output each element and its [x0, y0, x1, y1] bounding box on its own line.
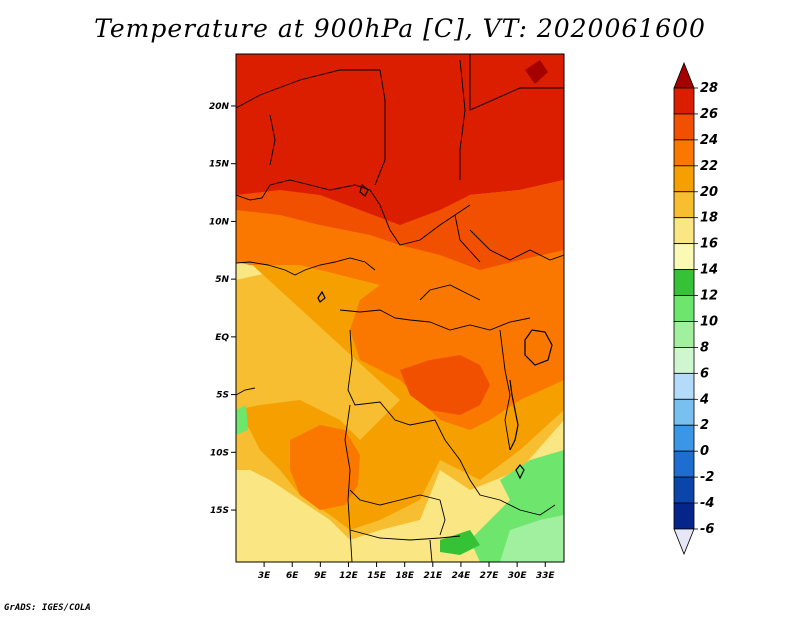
lat-tick-label: 20N — [209, 102, 230, 112]
colorbar-box — [673, 87, 695, 115]
colorbar-box — [673, 295, 695, 322]
lon-tick-label: 27E — [480, 571, 500, 581]
map-frame — [235, 53, 565, 563]
lon-tick-label: 6E — [286, 571, 299, 581]
colorbar-label: 6 — [700, 366, 709, 381]
colorbar-label: -2 — [700, 470, 714, 485]
colorbar-label: 26 — [700, 107, 718, 122]
lon-tick-label: 24E — [452, 571, 472, 581]
field-band-sw-angola — [290, 425, 360, 510]
colorbar-box — [673, 243, 695, 270]
colorbar-box — [673, 191, 695, 219]
colorbar-box — [673, 269, 695, 296]
lat-tick-label: 15N — [209, 160, 230, 170]
colorbar-label: 10 — [700, 314, 718, 329]
colorbar-bottom-arrow — [673, 528, 695, 556]
colorbar-box — [673, 424, 695, 452]
lon-tick-label: 15E — [367, 571, 387, 581]
colorbar-label: 20 — [700, 185, 718, 200]
lon-tick-label: 30E — [508, 571, 528, 581]
lon-tick-label: 33E — [536, 571, 556, 581]
colorbar-label: 2 — [700, 418, 709, 433]
lakes — [317, 183, 553, 480]
field-band-congo-hot — [400, 355, 490, 415]
lat-tick-label: 10S — [210, 448, 229, 458]
colorbar-box — [673, 113, 695, 141]
colorbar-box — [673, 347, 695, 374]
colorbar-box — [673, 165, 695, 193]
colorbar-box — [673, 502, 695, 530]
field-band-coast-green — [236, 405, 248, 435]
colorbar-label: 28 — [700, 81, 718, 96]
lon-tick-label: 9E — [314, 571, 327, 581]
field-band-over-28 — [525, 60, 548, 84]
latitude-axis: 20N 15N 10N 5N EQ 5S 10S 15S — [209, 102, 236, 516]
field-band-ne-green-light — [500, 515, 564, 562]
colorbar-box — [673, 217, 695, 245]
colorbar-label: 18 — [700, 211, 718, 226]
colorbar-label: 16 — [700, 237, 718, 252]
lat-tick-label: 10N — [209, 217, 230, 227]
colorbar-label: 12 — [700, 289, 718, 304]
lat-tick-label: 5N — [215, 275, 229, 285]
longitude-axis: 3E 6E 9E 12E 15E 18E 21E 24E 27E 30E 33E — [258, 562, 556, 581]
field-band-south-green — [440, 530, 480, 555]
lat-tick-label: 15S — [210, 506, 229, 516]
colorbar-top-arrow — [673, 61, 695, 89]
colorbar-box — [673, 372, 695, 400]
country-borders — [236, 54, 564, 562]
colorbar-label: -4 — [700, 496, 714, 511]
lon-tick-label: 12E — [339, 571, 359, 581]
colorbar-box — [673, 398, 695, 426]
lat-tick-label: EQ — [215, 333, 229, 343]
colorbar-label: 24 — [700, 133, 718, 148]
colorbar-box — [673, 450, 695, 478]
lon-tick-label: 3E — [258, 571, 271, 581]
grads-credit: GrADS: IGES/COLA — [4, 603, 91, 613]
colorbar-box — [673, 139, 695, 167]
colorbar-label: -6 — [700, 522, 714, 537]
map-title: Temperature at 900hPa [C], VT: 202006160… — [94, 14, 706, 43]
colorbar-label: 22 — [700, 159, 718, 174]
lon-tick-label: 18E — [395, 571, 415, 581]
colorbar-label: 8 — [700, 340, 709, 355]
colorbar-label: 4 — [699, 392, 709, 407]
colorbar-box — [673, 476, 695, 504]
field-band-26-28 — [236, 54, 564, 225]
colorbar-box — [673, 321, 695, 348]
colorbar-label: 14 — [700, 263, 718, 278]
colorbar-label: 0 — [700, 444, 709, 459]
lat-tick-label: 5S — [216, 391, 229, 401]
lon-tick-label: 21E — [423, 571, 443, 581]
